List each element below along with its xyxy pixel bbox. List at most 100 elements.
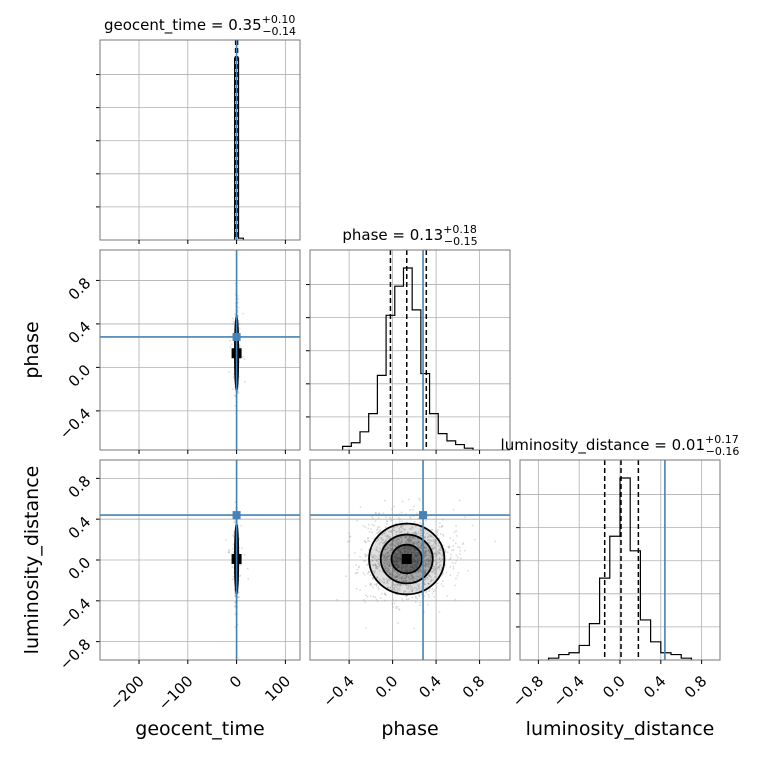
sample-point	[394, 539, 397, 542]
sample-point	[375, 576, 378, 579]
sample-point	[384, 564, 387, 567]
sample-point	[380, 541, 382, 544]
sample-point	[392, 559, 395, 562]
sample-point	[376, 567, 379, 570]
sample-point	[438, 549, 441, 552]
sample-point	[414, 554, 417, 557]
sample-point	[390, 549, 393, 551]
x-axis-label-phase: phase	[381, 718, 438, 740]
sample-point	[438, 561, 441, 564]
sample-point	[396, 538, 399, 541]
sample-point	[394, 544, 397, 547]
sample-point	[230, 343, 233, 346]
histogram-bar	[234, 57, 245, 240]
sample-point	[418, 594, 421, 596]
sample-point	[407, 584, 410, 587]
sample-point	[390, 545, 393, 547]
sample-point	[241, 355, 244, 358]
sample-point	[232, 320, 235, 323]
sample-point	[387, 551, 389, 554]
sample-point	[412, 559, 415, 561]
sample-point	[412, 576, 414, 579]
sample-point	[454, 542, 457, 545]
sample-point	[413, 627, 416, 630]
sample-point	[393, 584, 396, 586]
sample-point	[232, 388, 234, 390]
sample-point	[392, 587, 395, 590]
sample-point	[378, 512, 381, 515]
sample-point	[432, 536, 435, 539]
sample-point	[427, 578, 429, 580]
sample-point	[399, 542, 402, 545]
sample-point	[448, 545, 451, 548]
sample-point	[403, 547, 406, 550]
sample-point	[407, 598, 410, 601]
sample-point	[418, 587, 420, 590]
sample-point	[402, 563, 405, 566]
sample-point	[411, 552, 413, 555]
sample-point	[389, 530, 392, 533]
sample-point	[375, 565, 378, 568]
sample-point	[429, 564, 431, 566]
title-plus: +0.17	[705, 433, 739, 446]
sample-point	[367, 523, 370, 526]
sample-point	[459, 553, 461, 555]
sample-point	[404, 545, 407, 548]
sample-point	[413, 521, 416, 523]
sample-point	[237, 306, 240, 309]
sample-point	[419, 604, 421, 607]
sample-point	[419, 545, 421, 548]
sample-point	[424, 529, 427, 532]
sample-point	[405, 548, 408, 551]
sample-point	[396, 584, 399, 586]
sample-point	[375, 564, 378, 567]
sample-point	[437, 550, 440, 552]
sample-point	[434, 569, 436, 572]
sample-point	[397, 565, 400, 567]
sample-point	[374, 564, 377, 567]
sample-point	[388, 561, 391, 563]
sample-point	[454, 598, 457, 601]
sample-point	[442, 544, 445, 547]
sample-point	[379, 536, 382, 539]
sample-point	[403, 547, 406, 549]
sample-point	[417, 552, 420, 554]
sample-point	[393, 560, 396, 563]
sample-point	[378, 530, 381, 533]
sample-point	[413, 586, 416, 589]
sample-point	[431, 544, 433, 547]
sample-point	[366, 554, 369, 557]
sample-point	[240, 525, 243, 527]
sample-point	[379, 578, 381, 581]
sample-point	[429, 535, 432, 538]
sample-point	[394, 561, 397, 564]
sample-point	[383, 541, 385, 544]
sample-point	[397, 552, 400, 555]
sample-point	[429, 562, 432, 565]
sample-point	[396, 589, 399, 592]
sample-point	[384, 548, 386, 551]
sample-point	[428, 595, 430, 598]
sample-point	[402, 569, 405, 572]
sample-point	[228, 370, 231, 373]
sample-point	[402, 580, 404, 583]
sample-point	[378, 579, 381, 582]
sample-point	[386, 580, 389, 583]
sample-point	[413, 532, 416, 535]
sample-point	[427, 549, 430, 552]
sample-point	[377, 512, 380, 515]
sample-point	[379, 547, 381, 550]
sample-point	[405, 598, 408, 601]
sample-point	[411, 508, 414, 511]
sample-point	[413, 559, 416, 562]
sample-point	[434, 542, 436, 544]
sample-point	[363, 598, 365, 601]
sample-point	[384, 548, 386, 551]
sample-point	[372, 586, 375, 589]
sample-point	[364, 541, 367, 544]
sample-point	[400, 535, 403, 538]
sample-point	[383, 555, 386, 558]
sample-point	[373, 524, 375, 527]
sample-point	[407, 546, 410, 549]
sample-point	[423, 552, 426, 555]
